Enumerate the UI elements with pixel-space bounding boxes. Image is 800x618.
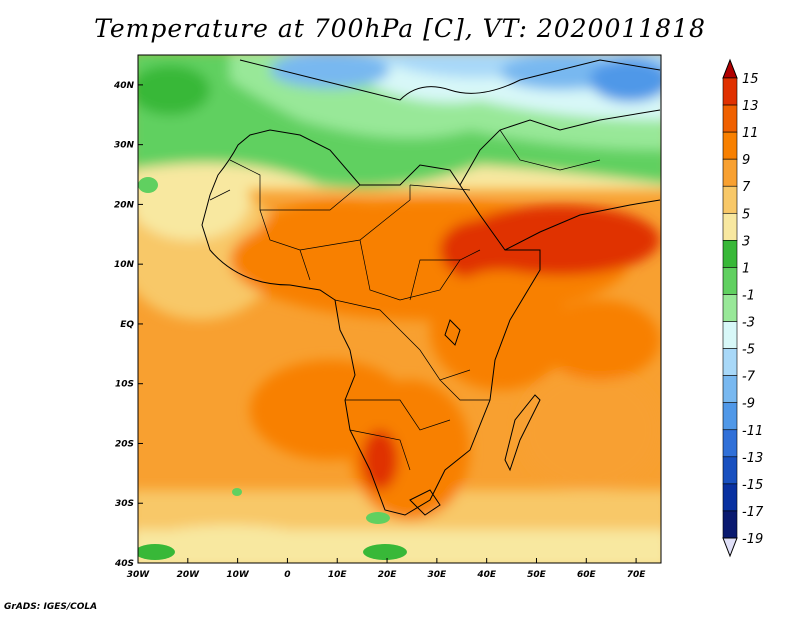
lon-tick-label: 40E	[476, 570, 497, 580]
colorbar: 15 13 11 9 7 5 3 1 -1 -3 -5 -7 -9 -11 -13 -15 -17 -19	[722, 58, 764, 558]
lat-tick-label: EQ	[120, 320, 134, 330]
colorbar-box	[722, 294, 738, 322]
lon-tick-label: 0	[284, 570, 290, 580]
lon-tick-label: 30E	[428, 570, 448, 580]
colorbar-box	[722, 212, 738, 241]
colorbar-box	[722, 185, 738, 214]
colorbar-label: -11	[742, 424, 763, 439]
lat-tick-label: 40N	[113, 81, 135, 91]
lon-tick-label: 70E	[627, 570, 647, 580]
colorbar-label: -13	[742, 451, 763, 466]
colorbar-label: -1	[742, 288, 755, 303]
temperature-field	[138, 55, 661, 563]
lon-tick-label: 50E	[527, 570, 547, 580]
colorbar-label: 15	[742, 72, 759, 87]
longitude-axis: 30W 20W 10W 0 10E 20E 30E 40E 50E 60E 70E	[127, 558, 647, 580]
colorbar-label: -3	[742, 316, 755, 331]
colorbar-box	[722, 483, 738, 512]
lat-tick-label: 10S	[115, 380, 134, 390]
lat-tick-label: 20S	[115, 439, 134, 449]
colorbar-box	[722, 402, 738, 431]
colorbar-label: 11	[742, 126, 759, 141]
colorbar-box	[722, 375, 738, 404]
colorbar-label: 3	[742, 234, 750, 249]
colorbar-box	[722, 429, 738, 458]
colorbar-box	[722, 267, 738, 295]
chart-title: Temperature at 700hPa [C], VT: 202001181…	[94, 14, 706, 43]
colorbar-label: -15	[742, 478, 763, 493]
colorbar-box	[722, 158, 738, 187]
colorbar-label: -7	[742, 370, 756, 385]
colorbar-max-arrow	[722, 58, 738, 79]
latitude-axis: 40N 30N 20N 10N EQ 10S 20S 30S 40S	[113, 81, 143, 569]
colorbar-box	[722, 456, 738, 485]
colorbar-box	[722, 104, 738, 133]
country-borders	[209, 129, 601, 471]
coastlines	[201, 59, 661, 516]
colorbar-label: 5	[742, 207, 750, 222]
lon-tick-label: 10W	[226, 570, 250, 580]
colorbar-label: 13	[742, 99, 759, 114]
colorbar-label: 7	[742, 180, 751, 195]
colorbar-label: -5	[742, 343, 755, 358]
lat-tick-label: 10N	[114, 260, 135, 270]
lon-tick-label: 60E	[577, 570, 597, 580]
lon-tick-label: 20E	[378, 570, 398, 580]
lat-tick-label: 20N	[114, 200, 135, 210]
colorbar-label: -17	[742, 505, 764, 520]
colorbar-label: -9	[742, 397, 755, 412]
map-frame	[137, 54, 662, 564]
lat-tick-label: 40S	[114, 559, 134, 569]
colorbar-box	[722, 510, 738, 539]
lat-tick-label: 30N	[114, 141, 135, 151]
colorbar-label: 9	[742, 153, 750, 168]
lat-tick-label: 30S	[115, 499, 134, 509]
colorbar-box	[722, 348, 738, 376]
colorbar-box	[722, 240, 738, 268]
colorbar-label: 1	[742, 261, 750, 276]
lon-tick-label: 20W	[177, 570, 201, 580]
grads-credit: GrADS: IGES/COLA	[4, 602, 98, 612]
colorbar-box	[722, 321, 738, 349]
lon-tick-label: 10E	[328, 570, 348, 580]
colorbar-box	[722, 131, 738, 160]
colorbar-label: -19	[742, 532, 763, 547]
lon-tick-label: 30W	[127, 570, 151, 580]
colorbar-box	[722, 77, 738, 106]
colorbar-min-arrow	[722, 537, 738, 558]
